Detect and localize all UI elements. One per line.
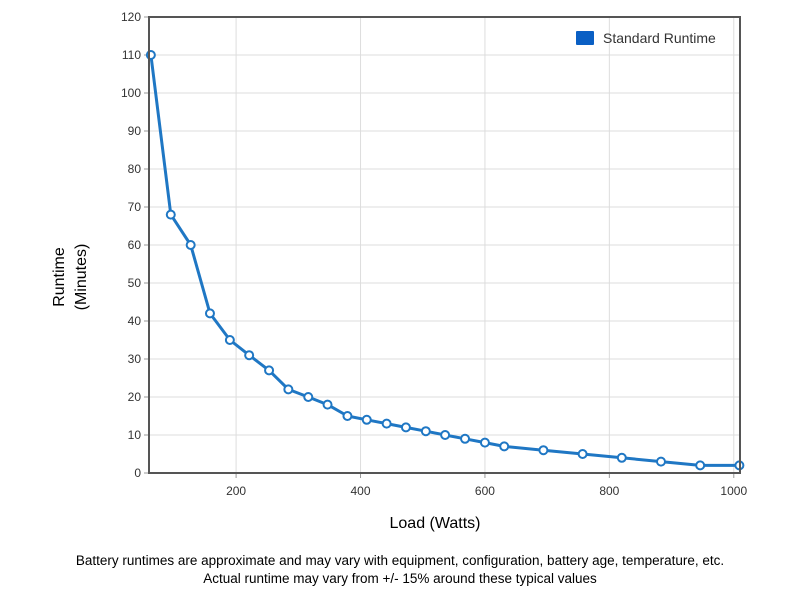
grid-lines (149, 16, 740, 474)
y-axis-title-line2: (Minutes) (73, 244, 90, 311)
data-point (381, 418, 392, 429)
data-point (204, 308, 215, 319)
y-axis-title: Runtime (Minutes) (51, 244, 90, 311)
legend: Standard Runtime (576, 30, 716, 46)
y-tick-label: 0 (134, 466, 141, 480)
data-point (185, 240, 196, 250)
y-tick-label: 80 (128, 162, 142, 176)
data-point (165, 209, 176, 220)
x-tick-label: 600 (475, 484, 495, 498)
y-axis-ticks: 0 10 20 30 40 50 60 70 80 90 100 110 120 (121, 10, 149, 480)
y-tick-label: 10 (128, 428, 142, 442)
data-point (244, 350, 255, 361)
data-point (440, 430, 451, 440)
data-point (460, 433, 471, 444)
x-tick-label: 800 (599, 484, 619, 498)
data-point (342, 411, 353, 421)
plot-frame (148, 16, 741, 474)
y-tick-label: 100 (121, 86, 141, 100)
footnote: Battery runtimes are approximate and may… (0, 552, 800, 588)
footnote-line-1: Battery runtimes are approximate and may… (75, 553, 725, 568)
y-tick-label: 60 (128, 238, 142, 252)
y-tick-label: 110 (122, 48, 141, 62)
data-point (616, 452, 627, 463)
data-point (283, 384, 294, 395)
data-point (264, 365, 275, 376)
data-point (420, 426, 431, 437)
legend-label: Standard Runtime (603, 30, 716, 46)
data-point (577, 449, 588, 459)
data-point (224, 335, 235, 345)
x-tick-label: 400 (351, 484, 371, 498)
data-point (479, 437, 490, 448)
y-tick-label: 90 (128, 124, 142, 138)
data-point (695, 460, 706, 471)
data-point (655, 456, 666, 467)
data-point (303, 392, 314, 402)
data-point (322, 399, 333, 410)
y-tick-label: 20 (128, 390, 142, 404)
x-tick-label: 1000 (720, 484, 747, 498)
data-point (499, 441, 510, 452)
data-point (400, 422, 411, 433)
footnote-line-2: Actual runtime may vary from +/- 15% aro… (203, 571, 597, 586)
x-axis-title: Load (Watts) (390, 515, 481, 532)
y-tick-label: 30 (128, 352, 142, 366)
runtime-chart: 0 10 20 30 40 50 60 70 80 90 100 110 120 200 400 600 80… (51, 10, 747, 532)
y-tick-label: 70 (128, 200, 142, 214)
y-tick-label: 120 (121, 10, 141, 24)
series-group (145, 50, 745, 471)
y-axis-title-line1: Runtime (51, 247, 68, 307)
y-tick-label: 50 (128, 276, 142, 290)
y-tick-label: 40 (128, 314, 142, 328)
x-axis-ticks: 200 400 600 800 1000 (226, 473, 747, 498)
legend-swatch (576, 31, 594, 45)
data-point (538, 445, 549, 456)
x-tick-label: 200 (226, 484, 246, 498)
data-point (361, 414, 372, 425)
